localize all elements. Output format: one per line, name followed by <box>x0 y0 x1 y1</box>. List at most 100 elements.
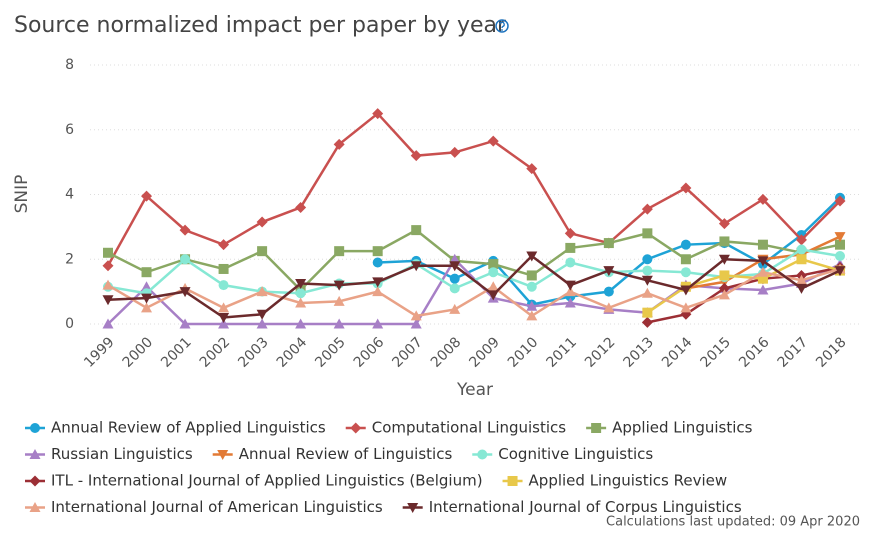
marker <box>141 190 153 202</box>
legend-label: International Journal of Corpus Linguist… <box>429 498 742 516</box>
marker <box>642 265 653 276</box>
x-tick-label: 2001 <box>158 334 195 371</box>
marker <box>564 227 576 239</box>
series-line <box>107 254 841 319</box>
marker <box>834 195 846 207</box>
x-tick-label: 2009 <box>466 334 503 371</box>
x-tick-label: 2003 <box>235 334 272 371</box>
marker <box>603 266 615 277</box>
marker <box>449 283 460 294</box>
marker <box>350 422 362 434</box>
series <box>102 251 846 324</box>
x-tick-label: 2012 <box>582 334 619 371</box>
marker <box>564 280 576 291</box>
marker <box>603 238 614 249</box>
marker <box>449 261 461 272</box>
marker <box>835 251 845 262</box>
legend-item[interactable]: Cognitive Linguistics <box>472 445 653 463</box>
marker <box>565 242 576 253</box>
legend-item[interactable]: International Journal of Corpus Linguist… <box>402 498 742 516</box>
marker <box>603 302 615 313</box>
marker <box>256 309 268 320</box>
marker <box>641 287 653 298</box>
marker <box>835 239 845 250</box>
marker <box>449 303 461 314</box>
y-tick-label: 6 <box>65 122 74 138</box>
marker <box>410 318 422 329</box>
legend-item[interactable]: Applied Linguistics <box>586 419 753 437</box>
marker <box>295 297 307 308</box>
legend-item[interactable]: ITL - International Journal of Applied L… <box>25 472 483 490</box>
marker <box>256 286 268 297</box>
marker <box>680 182 692 194</box>
legend-label: Computational Linguistics <box>372 419 567 437</box>
marker <box>102 295 114 306</box>
marker <box>372 246 383 257</box>
marker <box>179 224 191 236</box>
marker <box>834 232 846 243</box>
y-axis-label: SNIP <box>12 175 32 214</box>
marker <box>718 254 730 265</box>
legend-label: Applied Linguistics <box>612 419 752 437</box>
marker <box>295 201 307 213</box>
legend-item[interactable]: Applied Linguistics Review <box>502 472 728 490</box>
marker <box>487 290 499 301</box>
marker <box>218 263 229 274</box>
legend-item[interactable]: International Journal of American Lingui… <box>25 498 383 516</box>
y-tick-label: 0 <box>65 316 74 332</box>
legend-label: Annual Review of Linguistics <box>239 445 453 463</box>
marker <box>680 254 691 265</box>
legend-item[interactable]: Russian Linguistics <box>25 445 193 463</box>
marker <box>757 284 769 295</box>
marker <box>102 318 114 329</box>
marker <box>333 318 345 329</box>
marker <box>141 302 153 313</box>
marker <box>218 280 229 291</box>
marker <box>410 150 422 162</box>
legend-label: ITL - International Journal of Applied L… <box>51 472 483 490</box>
marker <box>333 138 345 150</box>
marker <box>30 423 40 433</box>
x-axis-label: Year <box>456 380 493 400</box>
marker <box>141 267 152 278</box>
marker <box>591 423 602 433</box>
marker <box>407 503 419 513</box>
marker <box>488 259 499 270</box>
legend-item[interactable]: Annual Review of Applied Linguistics <box>25 419 326 437</box>
marker <box>795 274 807 285</box>
marker <box>29 449 41 459</box>
marker <box>295 279 307 290</box>
marker <box>507 476 518 486</box>
x-tick-label: 2005 <box>312 334 349 371</box>
marker <box>719 270 730 281</box>
marker <box>488 267 499 278</box>
marker <box>565 257 576 268</box>
marker <box>372 108 384 120</box>
legend-item[interactable]: Computational Linguistics <box>345 419 567 437</box>
legend-label: Cognitive Linguistics <box>498 445 653 463</box>
x-tick-label: 2010 <box>505 334 542 371</box>
marker <box>526 251 538 262</box>
marker <box>179 318 191 329</box>
marker <box>256 318 268 329</box>
marker <box>410 310 422 321</box>
marker <box>372 286 384 297</box>
marker <box>257 246 268 257</box>
legend-item[interactable]: Annual Review of Linguistics <box>212 445 453 463</box>
marker <box>526 163 538 175</box>
marker <box>757 266 769 277</box>
help-icon[interactable] <box>495 19 509 33</box>
x-tick-label: 2004 <box>274 334 311 371</box>
series-line <box>107 267 841 318</box>
y-tick-label: 8 <box>65 57 74 73</box>
series-line <box>646 257 841 314</box>
marker <box>217 450 229 460</box>
marker <box>102 260 114 272</box>
marker <box>757 256 769 267</box>
marker <box>642 254 653 265</box>
marker <box>796 254 807 265</box>
x-tick-label: 2002 <box>197 334 234 371</box>
marker <box>334 246 345 257</box>
marker <box>680 267 691 278</box>
marker <box>526 281 537 292</box>
